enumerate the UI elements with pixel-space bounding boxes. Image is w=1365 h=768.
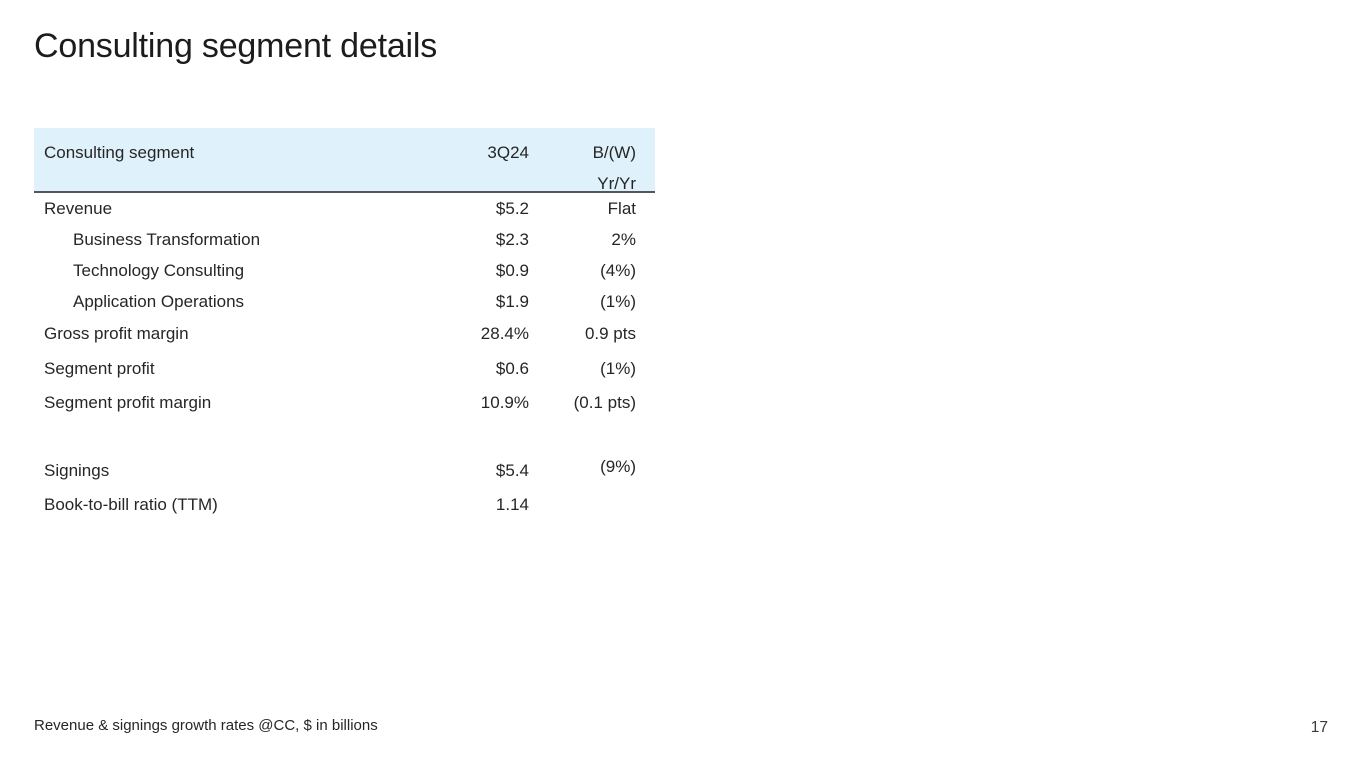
table-header-change-line1: B/(W) — [592, 143, 636, 162]
table-header-row: Consulting segment 3Q24 B/(W) Yr/Yr — [34, 128, 655, 193]
row-label: Book-to-bill ratio (TTM) — [44, 495, 218, 514]
table-row-technology-consulting: Technology Consulting $0.9 (4%) — [34, 255, 655, 286]
table-row-signings: Signings $5.4 (9%) — [34, 454, 655, 488]
table-blank-row — [34, 420, 655, 454]
table-row-revenue: Revenue $5.2 Flat — [34, 193, 655, 225]
table-row-gross-profit-margin: Gross profit margin 28.4% 0.9 pts — [34, 317, 655, 351]
row-label: Business Transformation — [73, 230, 261, 249]
table-body: Revenue $5.2 Flat Business Transformatio… — [34, 193, 655, 522]
row-change: (0.1 pts) — [573, 393, 636, 412]
page-title: Consulting segment details — [34, 27, 438, 65]
page-number: 17 — [1310, 719, 1328, 736]
table-header-period: 3Q24 — [487, 143, 529, 162]
row-value: $5.4 — [495, 461, 529, 480]
row-label: Segment profit margin — [44, 393, 212, 412]
table-row-business-transformation: Business Transformation $2.3 2% — [34, 225, 655, 255]
row-value: 28.4% — [480, 324, 529, 343]
table-row-application-operations: Application Operations $1.9 (1%) — [34, 286, 655, 317]
row-change: (1%) — [600, 358, 636, 378]
row-value: 1.14 — [495, 495, 529, 514]
table-row-segment-profit: Segment profit $0.6 (1%) — [34, 351, 655, 386]
table-header-change: B/(W) Yr/Yr — [529, 137, 636, 199]
row-change: 0.9 pts — [584, 324, 636, 343]
row-label: Application Operations — [73, 291, 245, 311]
footnote: Revenue & signings growth rates @CC, $ i… — [34, 717, 378, 734]
row-label: Segment profit — [44, 358, 155, 378]
table-row-segment-profit-margin: Segment profit margin 10.9% (0.1 pts) — [34, 386, 655, 420]
table-header-segment: Consulting segment — [44, 143, 195, 162]
row-value: $0.9 — [495, 260, 529, 280]
row-value: $1.9 — [495, 291, 529, 311]
row-label: Technology Consulting — [73, 260, 245, 280]
row-change: (4%) — [600, 260, 636, 280]
row-change: 2% — [611, 230, 636, 249]
consulting-segment-table: Consulting segment 3Q24 B/(W) Yr/Yr Reve… — [34, 128, 655, 522]
row-value: $5.2 — [495, 199, 529, 218]
row-change: (1%) — [600, 291, 636, 311]
row-label: Revenue — [44, 199, 113, 218]
row-value: $0.6 — [495, 358, 529, 378]
row-value: 10.9% — [480, 393, 529, 412]
row-change: (9%) — [600, 457, 636, 476]
row-value: $2.3 — [495, 230, 529, 249]
row-label: Signings — [44, 461, 110, 480]
row-change: Flat — [607, 199, 636, 218]
row-label: Gross profit margin — [44, 324, 189, 343]
table-header-change-line2: Yr/Yr — [597, 174, 636, 193]
table-row-book-to-bill: Book-to-bill ratio (TTM) 1.14 — [34, 488, 655, 522]
